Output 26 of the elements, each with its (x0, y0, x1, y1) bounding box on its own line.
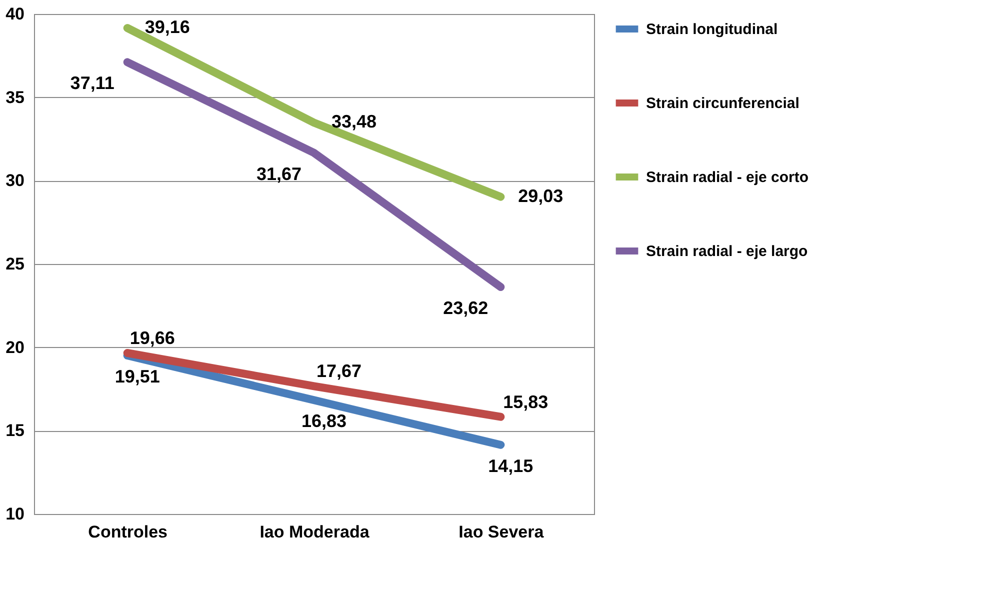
y-tick-label: 35 (6, 88, 24, 107)
x-tick-label: Iao Moderada (260, 522, 370, 542)
legend-label: Strain circunferencial (646, 95, 800, 112)
data-label: 29,03 (518, 186, 564, 206)
y-tick-label: 40 (6, 4, 24, 24)
data-label: 33,48 (331, 112, 377, 132)
y-tick-label: 30 (6, 171, 24, 190)
data-label: 16,83 (301, 411, 347, 432)
data-label: 23,62 (443, 298, 488, 318)
x-tick-label: Controles (88, 522, 168, 542)
legend-label: Strain longitudinal (646, 21, 778, 38)
y-tick-label: 15 (6, 421, 24, 440)
legend-label: Strain radial - eje largo (646, 243, 808, 260)
data-label: 31,67 (256, 164, 302, 184)
data-label: 17,67 (316, 361, 362, 382)
y-tick-label: 25 (6, 254, 24, 274)
y-tick-label: 20 (6, 338, 24, 357)
data-label: 19,66 (130, 328, 175, 348)
data-label: 14,15 (488, 456, 534, 476)
x-tick-label: Iao Severa (458, 522, 544, 542)
y-tick-label: 10 (6, 504, 24, 524)
data-label: 39,16 (144, 17, 190, 37)
legend-label: Strain radial - eje corto (646, 169, 809, 186)
data-label: 37,11 (70, 73, 114, 94)
data-label: 15,83 (503, 392, 548, 412)
data-label: 19,51 (114, 366, 160, 386)
